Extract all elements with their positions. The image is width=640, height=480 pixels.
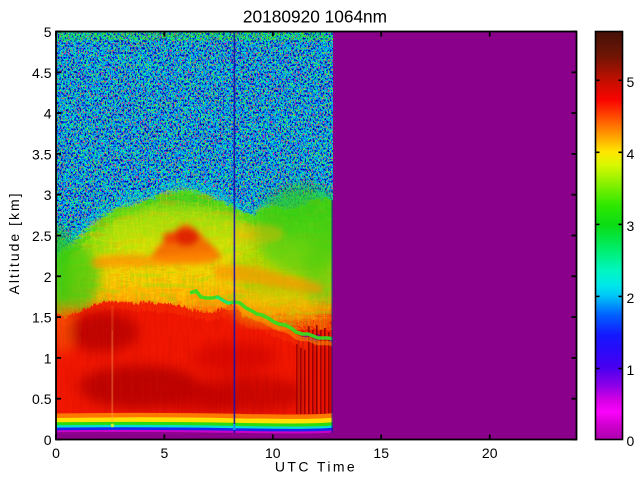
svg-text:2: 2 bbox=[627, 290, 635, 306]
svg-text:0: 0 bbox=[44, 432, 52, 448]
svg-text:20180920 1064nm: 20180920 1064nm bbox=[243, 7, 387, 27]
svg-text:1.5: 1.5 bbox=[32, 310, 52, 326]
svg-text:2.5: 2.5 bbox=[32, 228, 52, 244]
svg-text:4.5: 4.5 bbox=[32, 65, 52, 81]
svg-text:UTC Time: UTC Time bbox=[275, 458, 357, 474]
svg-text:10: 10 bbox=[265, 445, 281, 461]
svg-text:20: 20 bbox=[482, 445, 498, 461]
svg-text:4: 4 bbox=[44, 106, 52, 122]
svg-text:5: 5 bbox=[161, 445, 169, 461]
svg-text:2: 2 bbox=[44, 269, 52, 285]
svg-text:3.5: 3.5 bbox=[32, 146, 52, 162]
svg-text:0: 0 bbox=[627, 433, 635, 449]
svg-text:3: 3 bbox=[44, 187, 52, 203]
svg-text:15: 15 bbox=[373, 445, 389, 461]
svg-text:Altitude [km]: Altitude [km] bbox=[6, 191, 22, 294]
svg-text:0: 0 bbox=[52, 445, 60, 461]
svg-text:1: 1 bbox=[44, 350, 52, 366]
svg-text:0.5: 0.5 bbox=[32, 391, 52, 407]
svg-text:5: 5 bbox=[627, 74, 635, 90]
svg-text:3: 3 bbox=[627, 218, 635, 234]
svg-text:1: 1 bbox=[627, 362, 635, 378]
svg-text:4: 4 bbox=[627, 146, 635, 162]
svg-text:5: 5 bbox=[44, 24, 52, 40]
